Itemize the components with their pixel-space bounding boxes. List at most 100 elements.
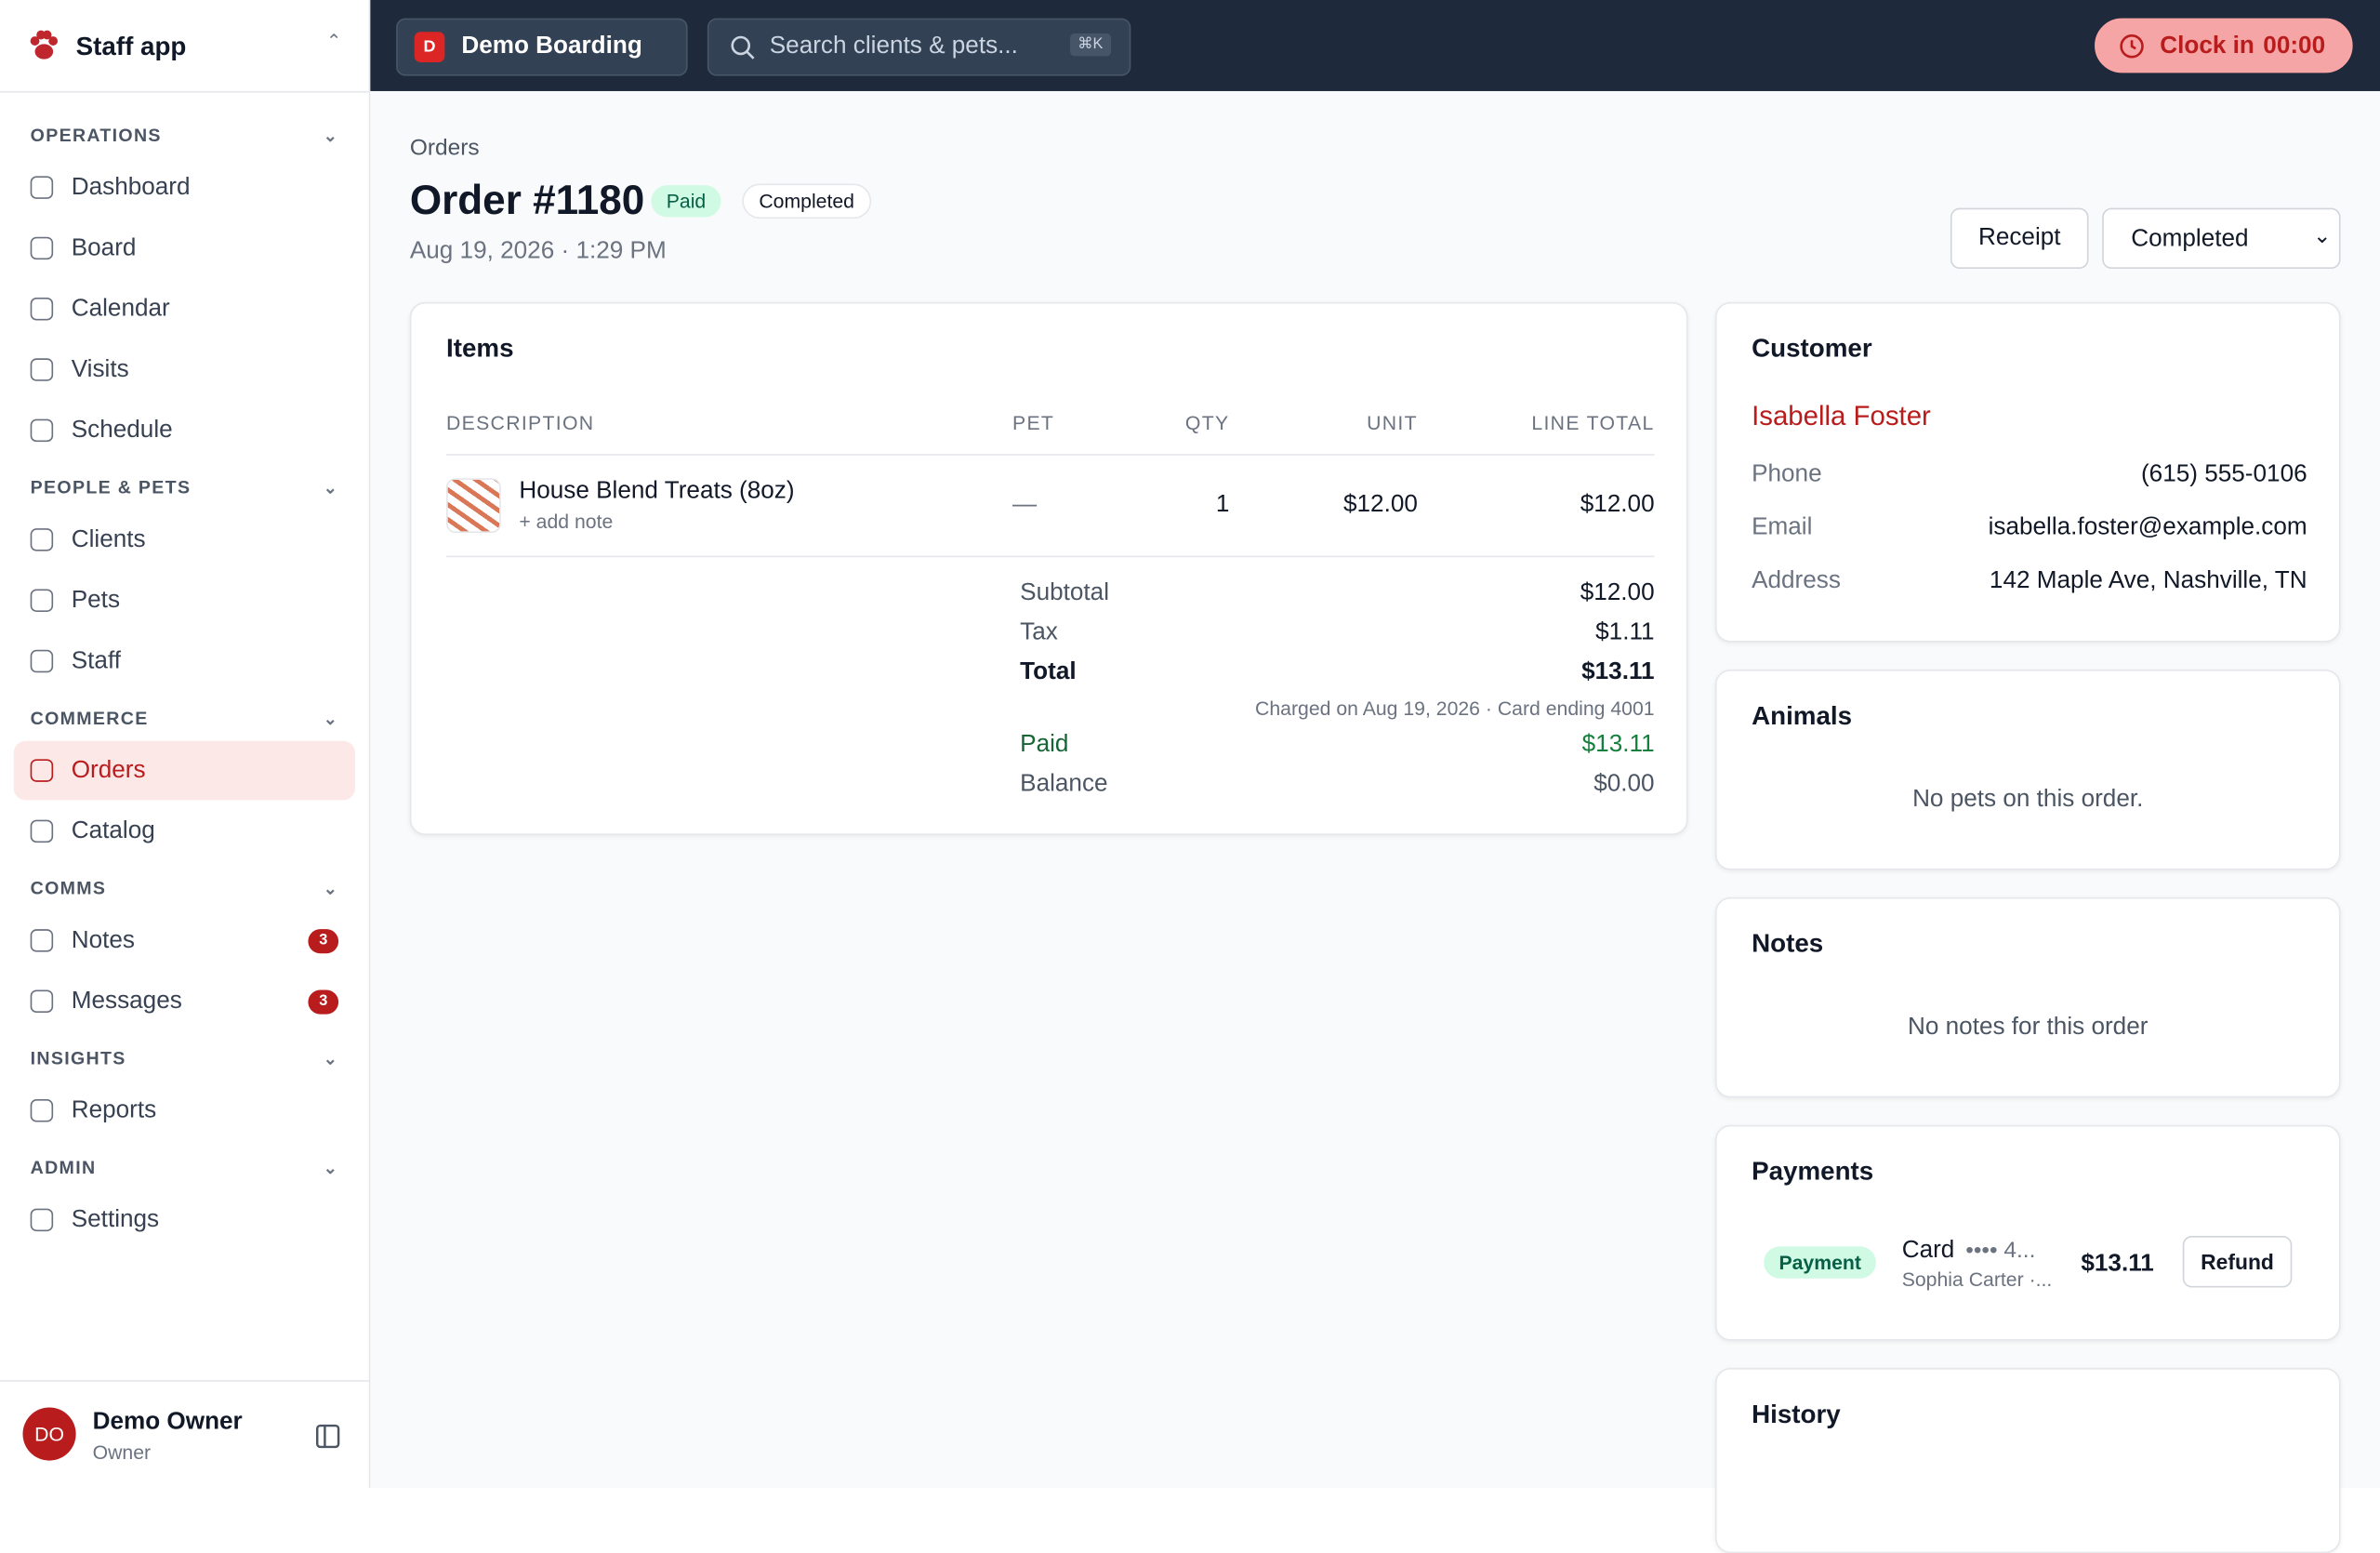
nav-item[interactable]: Visits xyxy=(14,340,355,400)
status-select[interactable]: Completed ⌄ xyxy=(2102,207,2341,269)
app-name: Staff app xyxy=(75,32,187,61)
nav-item[interactable]: Schedule xyxy=(14,401,355,460)
card-title: Animals xyxy=(1752,701,1853,731)
nav-label: Orders xyxy=(71,756,146,783)
card-title: Customer xyxy=(1752,334,1872,364)
divider xyxy=(445,454,1655,456)
summary-label: Tax xyxy=(1020,619,1058,645)
nav-item[interactable]: Messages 3 xyxy=(14,972,355,1031)
nav-item[interactable]: Orders xyxy=(13,740,356,801)
shortcut: ⌘K xyxy=(1070,33,1111,57)
nav-label: Pets xyxy=(71,587,121,613)
avatar: DO xyxy=(22,1407,76,1461)
card-title: Items xyxy=(445,334,514,364)
chevron: ⌄ xyxy=(323,1159,339,1178)
column-header: UNIT xyxy=(1367,411,1418,434)
field-value: (615) 555-0106 xyxy=(2140,461,2307,488)
payment-card: •••• 4... xyxy=(1965,1237,2036,1264)
nav-icon xyxy=(30,298,54,321)
notes-card: Notes No notes for this order xyxy=(1714,896,2341,1098)
customer-card: Customer Isabella Foster Phone (615) 555-01… xyxy=(1714,301,2341,643)
column-header: PET xyxy=(1012,411,1055,434)
nav-label: Board xyxy=(71,234,137,260)
nav-label: Catalog xyxy=(71,817,155,843)
add-note[interactable]: + add note xyxy=(519,510,614,534)
summary-value: $13.11 xyxy=(1581,658,1655,685)
empty-state: No pets on this order. xyxy=(1912,786,2144,813)
nav-label: Staff xyxy=(71,647,121,674)
nav-icon xyxy=(30,589,54,612)
collapse-icon[interactable] xyxy=(315,1424,340,1449)
topbar: D Demo Boarding Search clients & pets...… xyxy=(370,0,2380,91)
section-header[interactable]: PEOPLE & PETS ⌄ xyxy=(0,466,369,509)
refund-button[interactable]: Refund xyxy=(2182,1235,2293,1288)
section-header[interactable]: INSIGHTS ⌄ xyxy=(0,1037,369,1080)
nav: OPERATIONS ⌄ Dashboard Board Calendar Visits S… xyxy=(0,93,369,1252)
nav-item[interactable]: Settings xyxy=(14,1190,355,1250)
summary-label: Paid xyxy=(1020,731,1069,758)
nav-label: Reports xyxy=(71,1096,157,1123)
summary-label: Total xyxy=(1020,658,1077,685)
nav-item[interactable]: Dashboard xyxy=(14,158,355,218)
nav-item[interactable]: Staff xyxy=(14,631,355,691)
summary-value: $12.00 xyxy=(1580,579,1655,606)
chevron: ⌄ xyxy=(323,479,339,498)
cell-pet: — xyxy=(1012,491,1038,518)
search-placeholder: Search clients & pets... xyxy=(769,33,1018,60)
section-header[interactable]: OPERATIONS ⌄ xyxy=(0,113,369,156)
field-value: 142 Maple Ave, Nashville, TN xyxy=(1989,567,2307,594)
charged-note: Charged on Aug 19, 2026 · Card ending 40… xyxy=(1255,697,1655,720)
card-title: Payments xyxy=(1752,1157,1874,1187)
search-icon xyxy=(731,35,755,60)
nav-item[interactable]: Clients xyxy=(14,511,355,570)
nav-item[interactable]: Reports xyxy=(14,1081,355,1140)
nav-label: Calendar xyxy=(71,295,170,322)
section-header[interactable]: COMMERCE ⌄ xyxy=(0,697,369,739)
clock-time: 00:00 xyxy=(2263,33,2326,60)
nav-item[interactable]: Notes 3 xyxy=(14,911,355,971)
nav-label: Dashboard xyxy=(71,173,191,200)
paid-badge: Paid xyxy=(651,185,721,218)
section-header[interactable]: COMMS ⌄ xyxy=(0,867,369,909)
history-card: History xyxy=(1714,1368,2341,1553)
field-value: isabella.foster@example.com xyxy=(1988,514,2307,541)
cell-line_total: $12.00 xyxy=(1580,491,1655,518)
nav-label: Visits xyxy=(71,355,129,382)
summary-value: $0.00 xyxy=(1593,771,1655,798)
chevron: ⌄ xyxy=(323,1049,339,1069)
card-title: History xyxy=(1752,1400,1841,1429)
search[interactable]: Search clients & pets... ⌘K xyxy=(707,18,1131,76)
product-thumb xyxy=(445,478,501,534)
location-switcher[interactable]: D Demo Boarding xyxy=(396,18,688,76)
clock-in-button[interactable]: Clock in 00:00 xyxy=(2095,18,2353,73)
nav-icon xyxy=(30,358,54,381)
sidebar-header[interactable]: Staff app ⌃ xyxy=(0,0,369,93)
payment-badge: Payment xyxy=(1764,1246,1877,1279)
nav-item[interactable]: Calendar xyxy=(14,279,355,338)
summary-label: Balance xyxy=(1020,771,1108,798)
cell-unit: $12.00 xyxy=(1343,491,1418,518)
empty-state: No notes for this order xyxy=(1907,1014,2149,1041)
breadcrumb[interactable]: Orders xyxy=(409,135,480,162)
clock-icon xyxy=(2120,34,2144,59)
animals-card: Animals No pets on this order. xyxy=(1714,670,2341,870)
section-header[interactable]: ADMIN ⌄ xyxy=(0,1147,369,1189)
divider xyxy=(445,555,1655,558)
status-badge: Completed xyxy=(742,183,871,219)
customer-name[interactable]: Isabella Foster xyxy=(1752,401,1931,431)
section-title: ADMIN xyxy=(30,1157,97,1178)
status-value: Completed xyxy=(2131,226,2249,253)
user-panel[interactable]: DO Demo Owner Owner xyxy=(0,1380,369,1490)
receipt-button[interactable]: Receipt xyxy=(1950,207,2089,269)
nav-icon xyxy=(30,1208,54,1232)
payment-by: Sophia Carter ·... xyxy=(1901,1268,2053,1291)
nav-item[interactable]: Catalog xyxy=(14,802,355,861)
user-name: Demo Owner xyxy=(92,1409,243,1435)
payment-method: Card xyxy=(1901,1237,1955,1264)
select-arrow: ⌄ xyxy=(2313,222,2332,248)
nav-icon xyxy=(30,236,54,260)
paw-icon xyxy=(30,30,59,60)
column-header: LINE TOTAL xyxy=(1531,411,1655,434)
nav-item[interactable]: Board xyxy=(14,219,355,278)
nav-item[interactable]: Pets xyxy=(14,571,355,630)
